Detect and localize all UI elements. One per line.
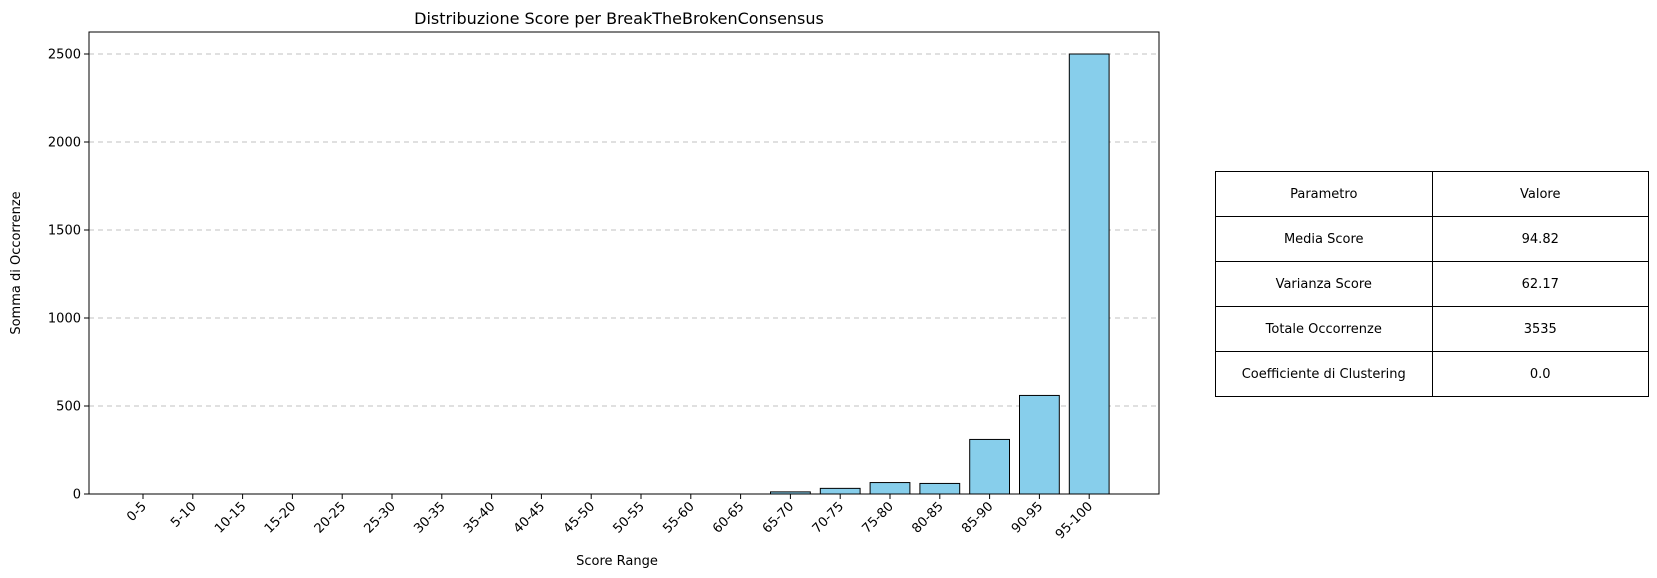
table-cell: Media Score xyxy=(1215,216,1433,262)
x-tick-label: 30-35 xyxy=(411,499,448,536)
x-tick-label: 95-100 xyxy=(1053,499,1096,542)
axes-frame xyxy=(88,31,1160,495)
table-cell: 0.0 xyxy=(1431,351,1649,397)
x-tick-label: 75-80 xyxy=(860,499,897,536)
y-tick-label: 0 xyxy=(73,488,81,503)
x-tick-label: 5-10 xyxy=(168,499,199,530)
table-cell: 62.17 xyxy=(1431,261,1649,307)
table-row: Media Score 94.82 xyxy=(1215,216,1649,262)
y-tick-label: 2500 xyxy=(48,48,81,63)
table-cell: 94.82 xyxy=(1431,216,1649,262)
table-cell: Totale Occorrenze xyxy=(1215,306,1433,352)
x-tick-label: 80-85 xyxy=(909,499,946,536)
x-tick-label: 45-50 xyxy=(561,499,598,536)
bar-75-80 xyxy=(869,482,911,495)
bar-90-95 xyxy=(1019,394,1060,495)
table-header-row: Parametro Valore xyxy=(1215,171,1649,217)
bar-70-75 xyxy=(819,487,861,495)
table-cell: Coefficiente di Clustering xyxy=(1215,351,1433,397)
table-header-cell: Parametro xyxy=(1215,171,1433,217)
x-tick-label: 60-65 xyxy=(710,499,747,536)
x-tick-label: 85-90 xyxy=(959,499,996,536)
x-axis-label: Score Range xyxy=(576,554,658,569)
table-cell: Varianza Score xyxy=(1215,261,1433,307)
y-tick-label: 2000 xyxy=(48,136,81,151)
y-axis-ticks: 0 500 1000 1500 2000 2500 xyxy=(48,48,89,503)
table-cell: 3535 xyxy=(1431,306,1649,352)
x-tick-label: 0-5 xyxy=(124,499,150,525)
stats-table: Parametro Valore Media Score 94.82 Varia… xyxy=(1215,171,1649,397)
y-tick-label: 1000 xyxy=(48,312,81,327)
table-row: Totale Occorrenze 3535 xyxy=(1215,306,1649,352)
x-tick-label: 20-25 xyxy=(312,499,349,536)
grid-lines xyxy=(89,53,1159,495)
x-tick-label: 25-30 xyxy=(362,499,399,536)
chart-title: Distribuzione Score per BreakTheBrokenCo… xyxy=(414,9,824,28)
x-tick-label: 55-60 xyxy=(660,499,697,536)
bar-chart: Distribuzione Score per BreakTheBrokenCo… xyxy=(9,9,1160,569)
table-row: Coefficiente di Clustering 0.0 xyxy=(1215,351,1649,397)
x-axis-ticks: 0-5 5-10 10-15 15-20 20-25 25-30 30-35 35-40 40-… xyxy=(124,494,1096,542)
y-tick-label: 1500 xyxy=(48,224,81,239)
bar-85-90 xyxy=(969,438,1011,495)
x-tick-label: 90-95 xyxy=(1009,499,1046,536)
x-tick-label: 70-75 xyxy=(810,499,847,536)
x-tick-label: 50-55 xyxy=(611,499,648,536)
x-tick-label: 10-15 xyxy=(212,499,249,536)
table-row: Varianza Score 62.17 xyxy=(1215,261,1649,307)
y-tick-label: 500 xyxy=(56,400,81,415)
y-axis-label: Somma di Occorrenze xyxy=(9,191,24,334)
x-tick-label: 40-45 xyxy=(511,499,548,536)
bar-80-85 xyxy=(919,482,961,495)
x-tick-label: 15-20 xyxy=(262,499,299,536)
bar-95-100 xyxy=(1068,53,1110,495)
table-header-cell: Valore xyxy=(1431,171,1649,217)
bars xyxy=(770,53,1110,495)
x-tick-label: 35-40 xyxy=(461,499,498,536)
x-tick-label: 65-70 xyxy=(760,499,797,536)
